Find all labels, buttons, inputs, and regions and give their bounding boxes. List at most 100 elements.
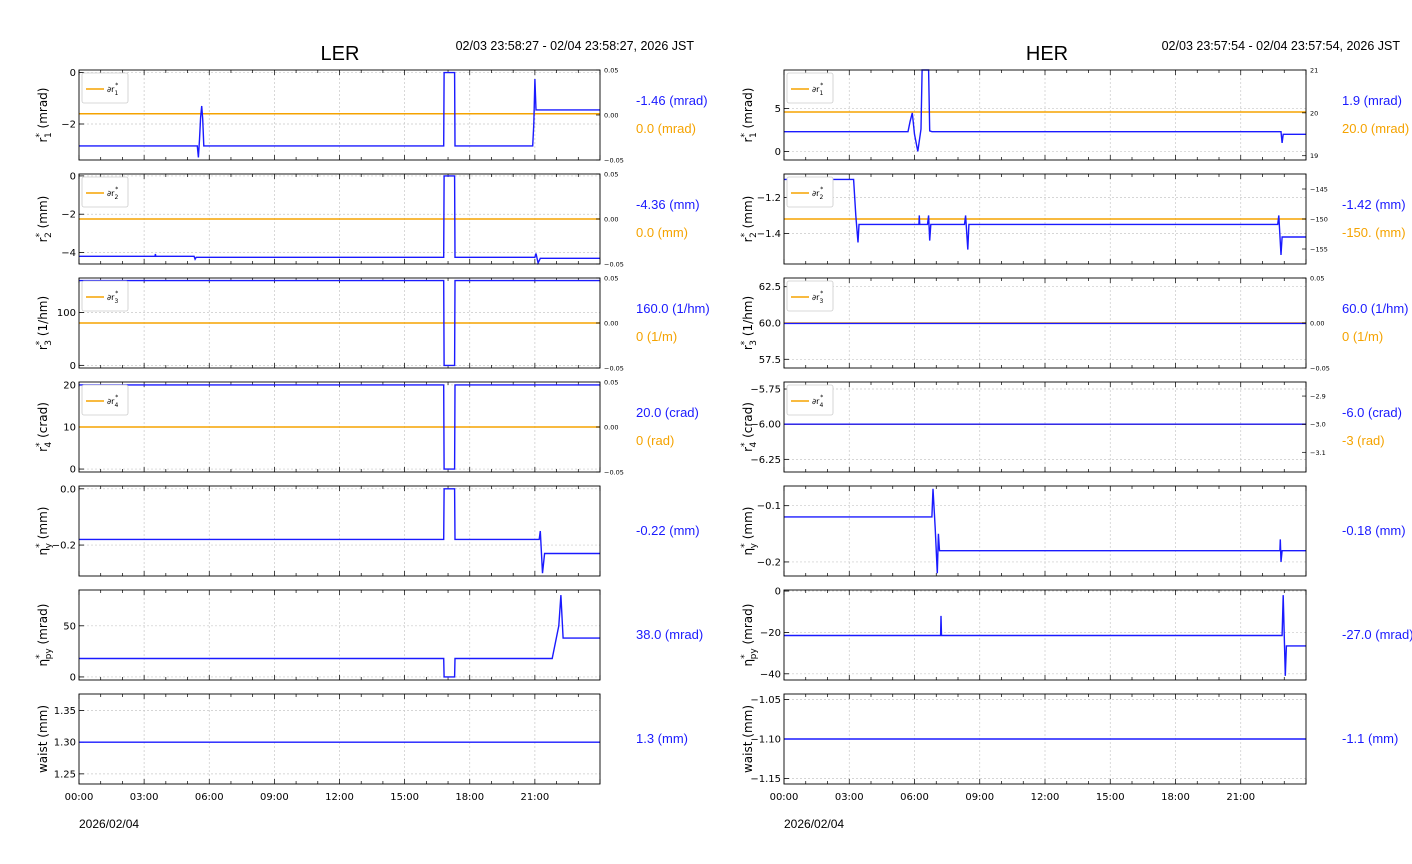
y-tick-label: 0 [70, 672, 76, 683]
right-tick-label: 0.05 [604, 171, 618, 179]
y-tick-label: 0 [70, 171, 76, 182]
y-axis-label: η*y (mm) [35, 507, 54, 556]
y-axis-label: r*1 (mrad) [740, 88, 759, 143]
legend-box [81, 72, 129, 104]
current-value: 160.0 (1/hm) [636, 301, 710, 316]
current-value: 60.0 (1/hm) [1342, 301, 1408, 316]
y-axis-label: r*4 (crad) [35, 402, 54, 452]
her-chart: HER 02/03 23:57:54 - 02/04 23:57:54, 2026… [740, 39, 1412, 831]
x-tick-label: 15:00 [390, 792, 419, 803]
legend-label: ∂r2* [812, 186, 823, 201]
legend-label: ∂r1* [107, 82, 118, 97]
ler-panel-7: 1.35 1.30 1.25 waist (mm) 1.3 (mm) [36, 693, 688, 785]
y-tick-label: −1.15 [750, 774, 781, 785]
reference-value: 0.0 (mm) [636, 225, 688, 240]
legend-label: ∂r4* [812, 394, 823, 409]
right-tick-label: −0.05 [604, 469, 624, 477]
legend-box [786, 280, 834, 312]
her-panel-2: −1.2 −1.4 −145 −150 −155 ∂r2* r*2 (mm) -1.42 (m… [740, 173, 1406, 265]
her-panel-6: 0 −20 −40η*py (mrad) -27.0 (mrad) [740, 587, 1412, 681]
x-tick-label: 18:00 [455, 792, 484, 803]
right-tick-label: 0.00 [604, 424, 618, 432]
reference-value: 0 (rad) [636, 433, 674, 448]
panel-frame [783, 589, 1307, 681]
y-tick-label: −0.2 [757, 557, 781, 568]
ler-chart: LER 02/03 23:58:27 - 02/04 23:58:27, 2026… [35, 39, 710, 831]
series-line [79, 488, 600, 574]
current-value: -27.0 (mrad) [1342, 627, 1412, 642]
y-tick-label: 100 [57, 308, 76, 319]
reference-value: 20.0 (mrad) [1342, 121, 1409, 136]
y-tick-label: 50 [63, 621, 76, 632]
panel-frame [78, 589, 601, 681]
x-tick-label: 09:00 [260, 792, 289, 803]
her-time-range: 02/03 23:57:54 - 02/04 23:57:54, 2026 JS… [1162, 39, 1401, 53]
series-line [784, 488, 1306, 574]
legend-label: ∂r3* [107, 290, 118, 305]
legend-label: ∂r4* [107, 394, 118, 409]
legend-box [81, 280, 129, 312]
x-tick-label: 12:00 [325, 792, 354, 803]
reference-value: -3 (rad) [1342, 433, 1385, 448]
y-axis-label: waist (mm) [36, 705, 50, 773]
right-tick-label: 0.05 [604, 379, 618, 387]
ler-panel-6: 50 0 η*py (mrad) 38.0 (mrad) [35, 589, 703, 683]
y-tick-label: −40 [760, 669, 781, 680]
y-axis-label: r*3 (1/hm) [35, 296, 54, 350]
y-tick-label: −5.75 [750, 385, 781, 396]
y-tick-label: 1.35 [54, 706, 76, 717]
panel-frame [783, 485, 1307, 577]
y-tick-label: 62.5 [759, 282, 781, 293]
legend: ∂r1* [81, 72, 129, 104]
y-tick-label: −2 [61, 120, 76, 131]
series-line [79, 175, 600, 266]
x-tick-label: 06:00 [195, 792, 224, 803]
x-tick-label: 15:00 [1096, 792, 1125, 803]
her-panel-5: −0.1 −0.2η*y (mm) -0.18 (mm) [740, 485, 1406, 577]
legend: ∂r2* [786, 176, 834, 208]
current-value: 20.0 (crad) [636, 405, 699, 420]
current-value: 1.3 (mm) [636, 731, 688, 746]
right-tick-label: −155 [1310, 246, 1328, 254]
y-axis-label: r*4 (crad) [740, 402, 759, 452]
right-tick-label: −0.05 [604, 365, 624, 373]
current-value: 1.9 (mrad) [1342, 93, 1402, 108]
current-value: -0.22 (mm) [636, 523, 700, 538]
right-tick-label: 19 [1310, 152, 1318, 160]
right-tick-label: 0.05 [604, 275, 618, 283]
y-axis-label: r*2 (mm) [740, 196, 759, 243]
ler-panel-3: 100 0 0.05 0.00 −0.05 ∂r3* r*3 (1/hm) 160.0 (1/… [35, 275, 710, 373]
series-line [79, 595, 600, 678]
series-line [79, 279, 600, 367]
legend-label: ∂r2* [107, 186, 118, 201]
reference-value: 0 (1/m) [636, 329, 677, 344]
current-value: -1.46 (mrad) [636, 93, 708, 108]
right-tick-label: −150 [1310, 216, 1328, 224]
right-tick-label: −3.0 [1310, 421, 1326, 429]
y-tick-label: −1.4 [757, 229, 781, 240]
x-tick-label: 03:00 [835, 792, 864, 803]
right-tick-label: 0.05 [1310, 275, 1324, 283]
y-tick-label: 0 [70, 361, 76, 372]
y-tick-label: 1.30 [54, 738, 76, 749]
y-tick-label: 57.5 [759, 355, 781, 366]
legend-label: ∂r3* [812, 290, 823, 305]
y-tick-label: −0.2 [52, 541, 76, 552]
y-tick-label: −20 [760, 628, 781, 639]
x-tick-label: 06:00 [900, 792, 929, 803]
right-tick-label: 0.00 [604, 320, 618, 328]
right-tick-label: −145 [1310, 186, 1328, 194]
series-line [79, 384, 600, 470]
y-tick-label: 0 [775, 587, 781, 598]
right-tick-label: 21 [1310, 67, 1318, 75]
x-tick-label: 03:00 [130, 792, 159, 803]
legend-box [81, 384, 129, 416]
series-line [79, 71, 600, 158]
reference-value: -150. (mm) [1342, 225, 1406, 240]
y-axis-label: η*py (mrad) [35, 604, 54, 667]
y-tick-label: −0.1 [757, 501, 781, 512]
x-date-label: 2026/02/04 [784, 817, 844, 831]
current-value: -4.36 (mm) [636, 197, 700, 212]
